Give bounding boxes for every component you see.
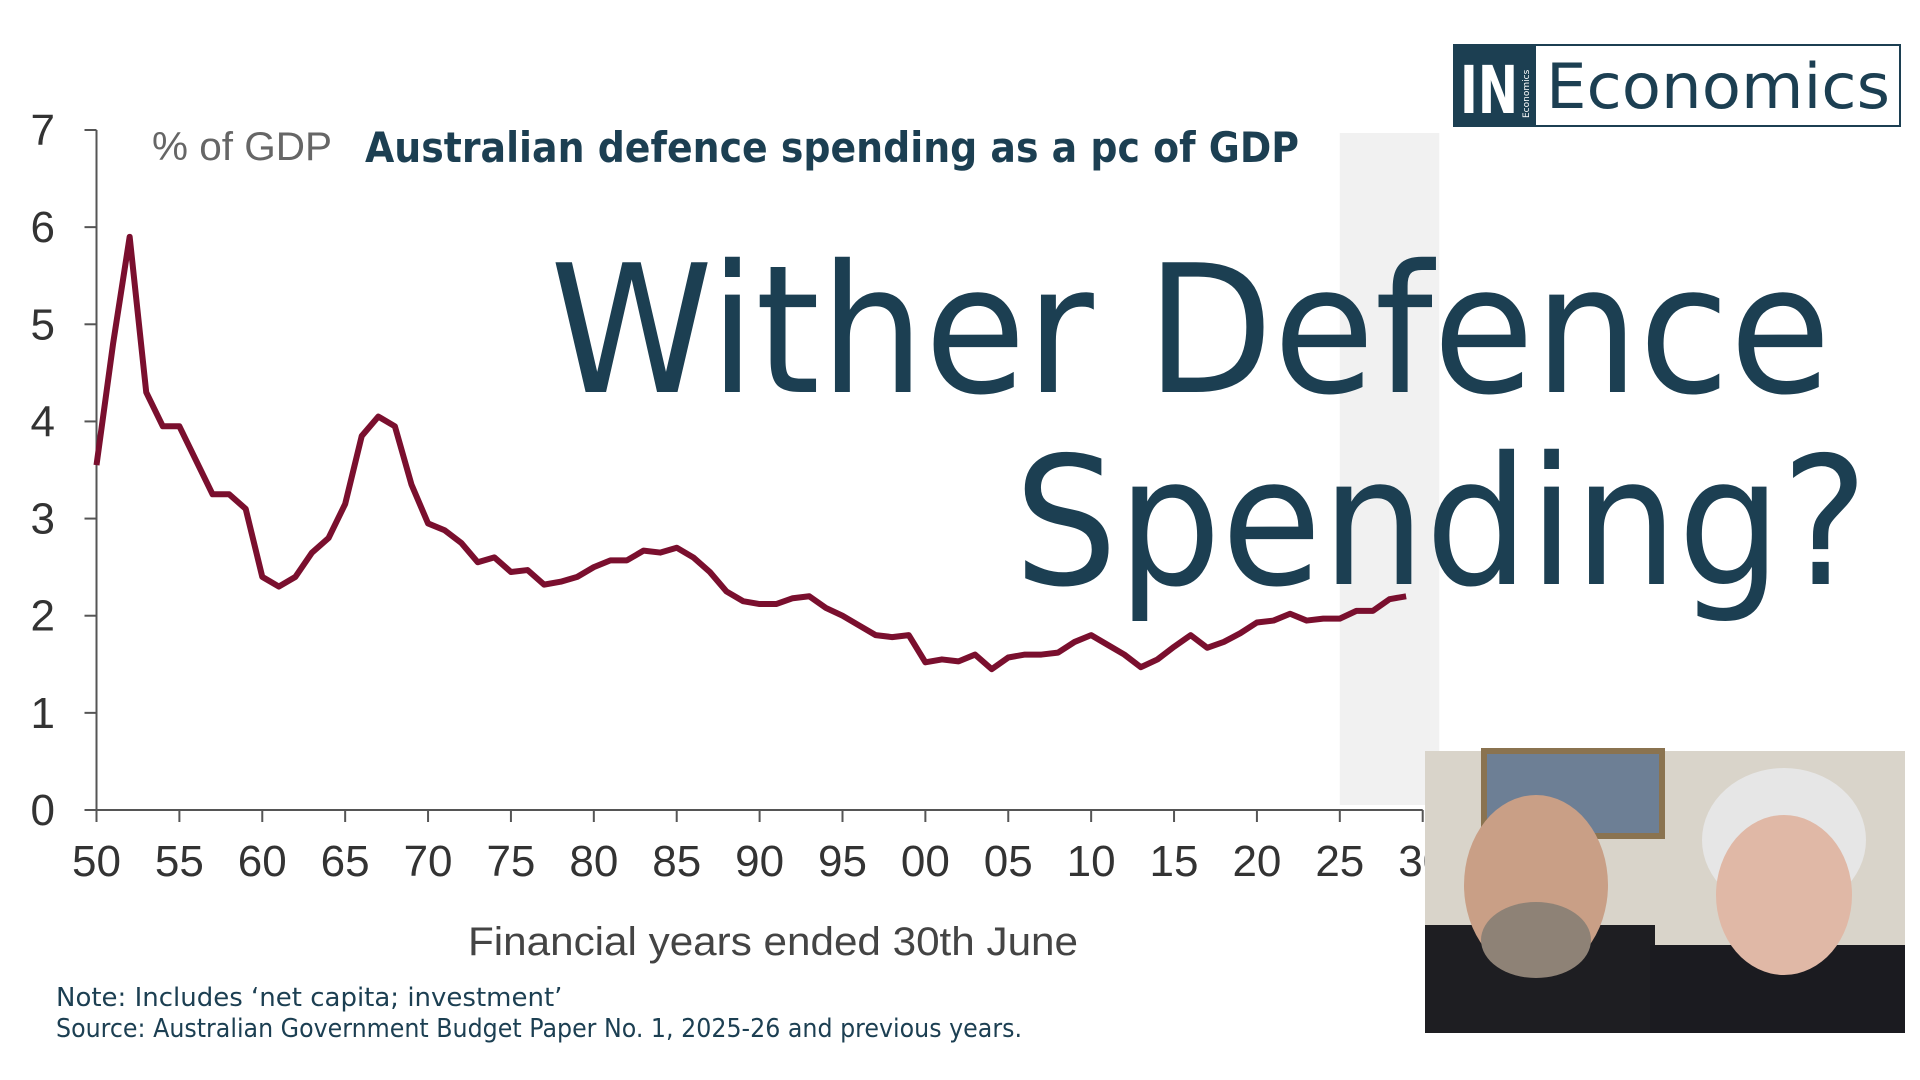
x-tick-label: 25 <box>1315 837 1364 886</box>
video-feed <box>1425 748 1905 1033</box>
x-tick-label: 95 <box>818 837 867 886</box>
note: Note: Includes ‘net capita; investment’ <box>56 983 562 1013</box>
logo-mark: IN <box>1460 52 1518 129</box>
face-right <box>1716 815 1852 975</box>
logo: IN Economics Economics <box>1453 44 1901 129</box>
x-tick-label: 75 <box>486 837 535 886</box>
headline: Wither Defence <box>550 227 1831 434</box>
x-tick-label: 10 <box>1067 837 1116 886</box>
plot: 0 1 2 3 4 5 6 7 50 55 60 65 70 75 80 85 90 95 00 05 10 15 20 25… <box>31 106 1448 886</box>
x-axis-label: Financial years ended 30th June <box>468 920 1078 964</box>
y-tick-label: 7 <box>31 106 55 155</box>
x-tick-label: 70 <box>404 837 453 886</box>
y-tick-label: 2 <box>31 592 55 641</box>
beard-left <box>1481 902 1591 978</box>
y-tick-label: 6 <box>31 203 55 252</box>
source: Source: Australian Government Budget Pap… <box>56 1014 1022 1044</box>
x-tick-label: 60 <box>238 837 287 886</box>
x-tick-label: 05 <box>984 837 1033 886</box>
x-tick-label: 00 <box>901 837 950 886</box>
logo-block <box>1454 45 1536 126</box>
y-tick-label: 4 <box>31 397 55 446</box>
y-tick-label: 0 <box>31 786 55 835</box>
y-tick-label: 3 <box>31 495 55 544</box>
data-line <box>93 233 1407 673</box>
x-tick-label: 85 <box>652 837 701 886</box>
x-tick-label: 80 <box>569 837 618 886</box>
x-tick-label: 50 <box>72 837 121 886</box>
x-tick-label: 20 <box>1232 837 1281 886</box>
x-tick-label: 65 <box>321 837 370 886</box>
y-tick-label: 1 <box>31 689 55 738</box>
x-tick-label: 55 <box>155 837 204 886</box>
forecast-band <box>1339 133 1440 805</box>
x-tick-label: 90 <box>735 837 784 886</box>
y-tick-label: 5 <box>31 300 55 349</box>
y-axis-label: % of GDP <box>152 125 332 169</box>
logo-name: Economics <box>1546 50 1890 123</box>
x-tick-label: 15 <box>1150 837 1199 886</box>
headline: Spending? <box>1014 419 1868 626</box>
logo-mark-small: Economics <box>1522 69 1532 118</box>
chart-title: Australian defence spending as a pc of G… <box>365 123 1299 172</box>
